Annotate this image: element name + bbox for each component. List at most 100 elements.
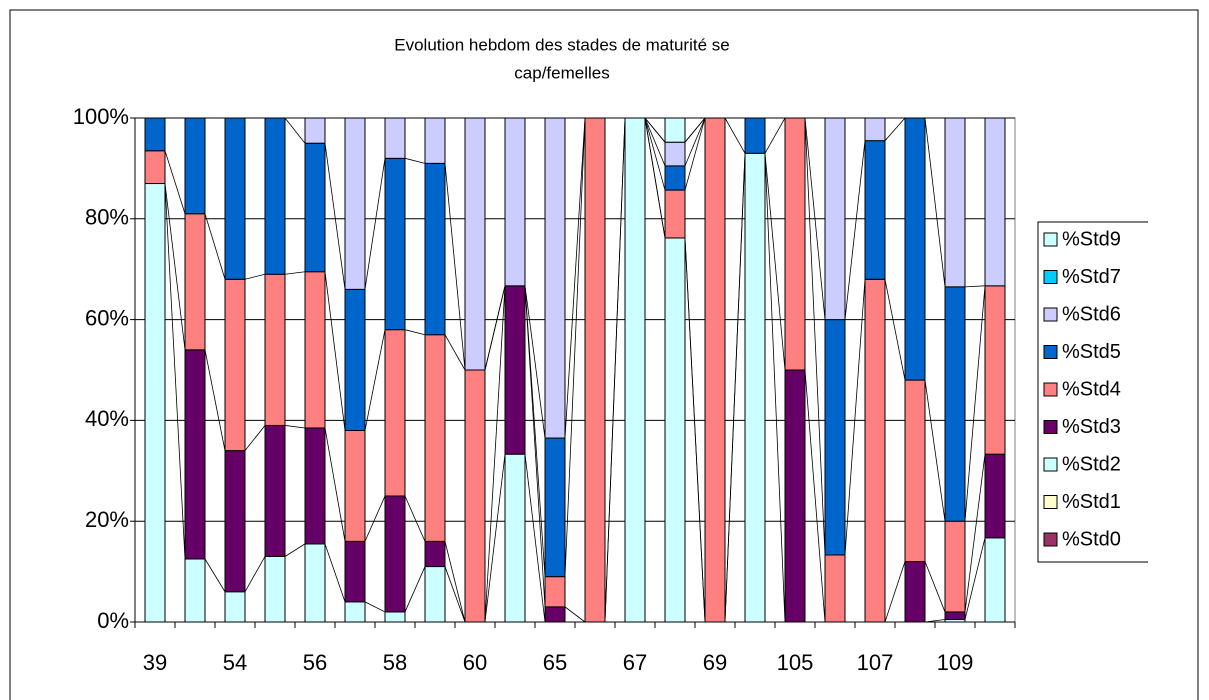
bar-segment — [504, 453, 526, 623]
series-line — [484, 285, 506, 371]
bar-segment — [664, 165, 686, 191]
bar-segment — [224, 450, 246, 593]
plot-area: 0% 20% 40% 60% 80% 100% 39 54 56 58 60 65 67 69 105 107… — [73, 104, 1016, 675]
bar-segment — [184, 213, 206, 351]
bar-segment — [344, 117, 366, 290]
bar-segment — [944, 520, 966, 613]
bar-segment — [424, 162, 446, 336]
series-line — [484, 454, 506, 623]
bar-segment — [944, 611, 966, 620]
series-line — [644, 117, 666, 143]
series-line — [364, 601, 386, 613]
x-tick-label: 54 — [223, 650, 247, 675]
bar-segment — [384, 329, 406, 497]
series-line — [564, 117, 586, 439]
series-line — [244, 425, 266, 451]
series-line — [364, 329, 386, 431]
bar-segment — [504, 285, 526, 455]
bar-segment — [944, 117, 966, 288]
bar-segment — [224, 591, 246, 623]
bar-segment — [304, 427, 326, 545]
bar-segment — [984, 117, 1006, 287]
chart-title: cap/femelles — [514, 63, 609, 82]
series-line — [684, 117, 706, 143]
series-line — [804, 369, 826, 623]
series-line — [324, 543, 346, 602]
bar-segment — [984, 453, 1006, 539]
y-tick-label: 40% — [85, 406, 129, 431]
series-line — [404, 329, 426, 336]
bar-segment — [984, 285, 1006, 455]
bar-segment — [304, 543, 326, 623]
bar-segment — [344, 288, 366, 431]
series-line — [964, 285, 986, 288]
bar-segment — [904, 117, 926, 381]
series-line — [764, 153, 786, 623]
series-line — [284, 425, 306, 429]
bar-segment — [544, 117, 566, 439]
series-line — [564, 606, 586, 623]
bar-segment — [264, 117, 286, 275]
series-line — [204, 558, 226, 592]
series-line — [924, 380, 946, 522]
series-line — [644, 117, 666, 239]
legend-swatch — [1043, 420, 1058, 434]
x-tick-label: 105 — [777, 650, 814, 675]
x-tick-label: 109 — [937, 650, 974, 675]
series-line — [404, 566, 426, 613]
bar-segment — [664, 189, 686, 239]
bar-segment — [784, 117, 806, 371]
series-line — [284, 543, 306, 557]
bar-segment — [424, 566, 446, 623]
bar-segment — [384, 157, 406, 331]
series-line — [404, 495, 426, 542]
legend-label: %Std3 — [1062, 416, 1121, 438]
y-tick-label: 100% — [73, 104, 129, 129]
bar-segment — [824, 117, 846, 321]
legend-label: %Std2 — [1062, 453, 1121, 475]
x-tick-label: 56 — [303, 650, 327, 675]
series-line — [364, 495, 386, 542]
bar-segment — [544, 576, 566, 608]
series-line — [924, 619, 946, 623]
series-line — [284, 117, 306, 144]
series-line — [324, 271, 346, 431]
bar-segment — [544, 437, 566, 578]
y-tick-label: 0% — [97, 608, 129, 633]
bar-segment — [824, 319, 846, 556]
x-tick-label: 69 — [703, 650, 727, 675]
bar-segment — [664, 237, 686, 623]
x-tick-label: 60 — [463, 650, 487, 675]
series-line — [164, 150, 186, 214]
bar-segment — [224, 278, 246, 452]
y-tick-label: 60% — [85, 305, 129, 330]
bar-segment — [304, 271, 326, 429]
bar-segment — [464, 117, 486, 371]
legend-label: %Std4 — [1062, 378, 1121, 400]
series-line — [924, 117, 946, 287]
series-line — [284, 271, 306, 275]
series-line — [844, 140, 866, 320]
series-line — [524, 285, 546, 439]
legend: %Std9 %Std7 %Std6 %Std5 %Std4 %Std3 %Std2 %Std1… — [1037, 221, 1148, 563]
legend-swatch — [1043, 270, 1058, 284]
bar-segment — [344, 429, 366, 542]
bar-segment — [784, 369, 806, 623]
series-line — [724, 153, 746, 623]
bar-segment — [904, 561, 926, 623]
legend-swatch — [1043, 532, 1058, 547]
bar-segment — [744, 152, 766, 623]
series-line — [164, 183, 186, 350]
series-line — [884, 561, 906, 623]
bar-segment — [944, 286, 966, 522]
series-line — [204, 213, 226, 280]
x-tick-label: 65 — [543, 650, 567, 675]
bar-segment — [304, 117, 326, 144]
series-line — [324, 143, 346, 290]
bar-segment — [184, 117, 206, 215]
bar-segment — [464, 369, 486, 623]
x-tick-label: 67 — [623, 650, 647, 675]
series-line — [244, 556, 266, 592]
bar-segment — [864, 117, 886, 142]
bar-segment — [304, 142, 326, 273]
